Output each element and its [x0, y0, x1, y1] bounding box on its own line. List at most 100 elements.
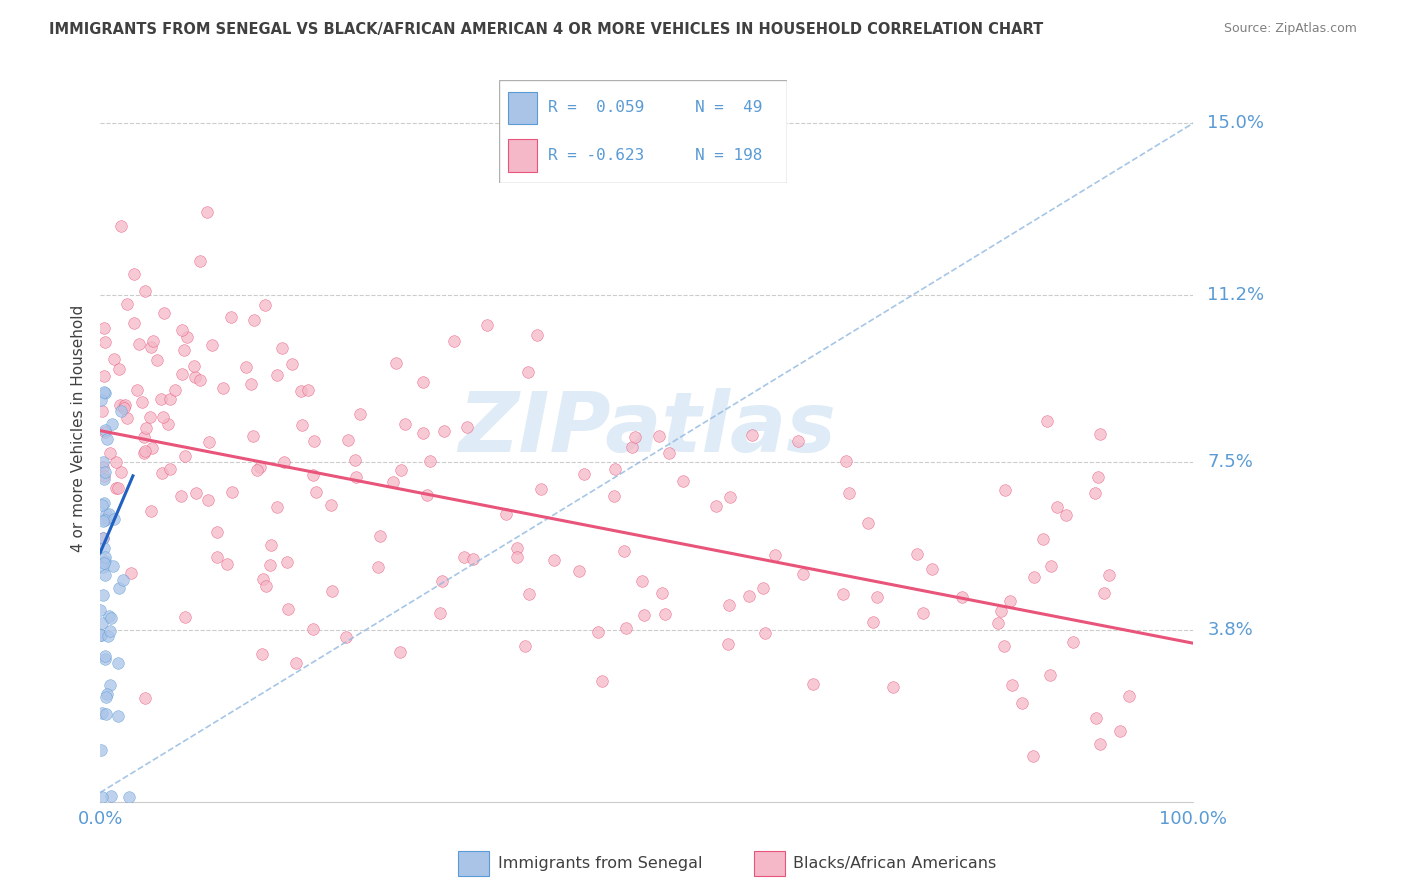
Point: [96, 690, 118, 705]
Point: [412, 425, 434, 440]
Point: [93, 425, 115, 439]
Point: [150, 392, 173, 406]
Point: [93, 335, 115, 350]
Point: [994, 483, 1017, 497]
Point: [461, 551, 484, 566]
Point: [1040, 559, 1063, 574]
Point: [370, 529, 392, 543]
Point: [277, 602, 299, 616]
Point: [865, 590, 887, 604]
Text: Immigrants from Senegal: Immigrants from Senegal: [498, 856, 702, 871]
Point: [96, 687, 118, 701]
Point: [141, 334, 163, 348]
Point: [302, 623, 325, 637]
Point: [763, 548, 786, 562]
Point: [651, 586, 673, 600]
Point: [235, 359, 257, 374]
Point: [242, 428, 264, 442]
Point: [1062, 635, 1084, 649]
Point: [94, 507, 117, 521]
Point: [98, 624, 121, 639]
Point: [128, 336, 150, 351]
Point: [304, 485, 326, 500]
Point: [385, 355, 408, 369]
Point: [1032, 533, 1054, 547]
Point: [517, 586, 540, 600]
Point: [103, 512, 125, 526]
Point: [150, 466, 173, 480]
Point: [93, 473, 115, 487]
Text: ZIPatlas: ZIPatlas: [458, 388, 835, 469]
Point: [321, 584, 343, 599]
Point: [443, 334, 465, 348]
Text: 3.8%: 3.8%: [1208, 621, 1253, 639]
Point: [1084, 485, 1107, 500]
FancyBboxPatch shape: [499, 80, 787, 183]
Point: [198, 434, 221, 449]
Point: [416, 488, 439, 502]
Point: [243, 313, 266, 327]
Point: [93, 541, 115, 555]
Point: [186, 485, 208, 500]
Point: [98, 678, 121, 692]
Point: [657, 446, 679, 460]
Point: [108, 362, 131, 376]
Point: [1038, 668, 1060, 682]
Point: [990, 604, 1012, 618]
Point: [91, 514, 114, 528]
Point: [631, 574, 654, 588]
Point: [998, 594, 1021, 608]
Point: [93, 469, 115, 483]
Point: [91, 706, 114, 720]
Point: [93, 368, 115, 383]
Point: [717, 637, 740, 651]
Point: [250, 647, 273, 661]
Point: [1024, 570, 1046, 584]
Point: [170, 323, 193, 337]
Point: [456, 420, 478, 434]
Point: [139, 410, 162, 425]
Point: [91, 459, 114, 474]
Point: [284, 656, 307, 670]
Point: [389, 463, 412, 477]
FancyBboxPatch shape: [508, 139, 537, 171]
Point: [110, 403, 132, 417]
Text: Blacks/African Americans: Blacks/African Americans: [793, 856, 997, 871]
Point: [336, 433, 359, 447]
Point: [217, 557, 239, 571]
Point: [291, 417, 314, 432]
Point: [1084, 711, 1107, 725]
Point: [568, 564, 591, 578]
Point: [132, 430, 155, 444]
Point: [89, 603, 111, 617]
Point: [419, 454, 441, 468]
Point: [115, 411, 138, 425]
Text: N =  49: N = 49: [695, 101, 762, 115]
Point: [1090, 737, 1112, 751]
Point: [114, 398, 136, 412]
Point: [838, 486, 860, 500]
Point: [122, 316, 145, 330]
Point: [112, 574, 135, 588]
Point: [90, 627, 112, 641]
Point: [858, 516, 880, 531]
Point: [433, 424, 456, 438]
Point: [125, 383, 148, 397]
Point: [205, 525, 228, 540]
Point: [91, 616, 114, 631]
Point: [107, 481, 129, 495]
Point: [221, 310, 243, 325]
Point: [281, 357, 304, 371]
Point: [792, 567, 814, 582]
Point: [921, 561, 943, 575]
Point: [835, 453, 858, 467]
Point: [98, 446, 121, 460]
Point: [1092, 586, 1115, 600]
Point: [93, 652, 115, 666]
Point: [266, 500, 288, 514]
Point: [172, 368, 194, 382]
Point: [112, 401, 135, 415]
Point: [586, 625, 609, 640]
Point: [1109, 724, 1132, 739]
Point: [574, 467, 596, 482]
